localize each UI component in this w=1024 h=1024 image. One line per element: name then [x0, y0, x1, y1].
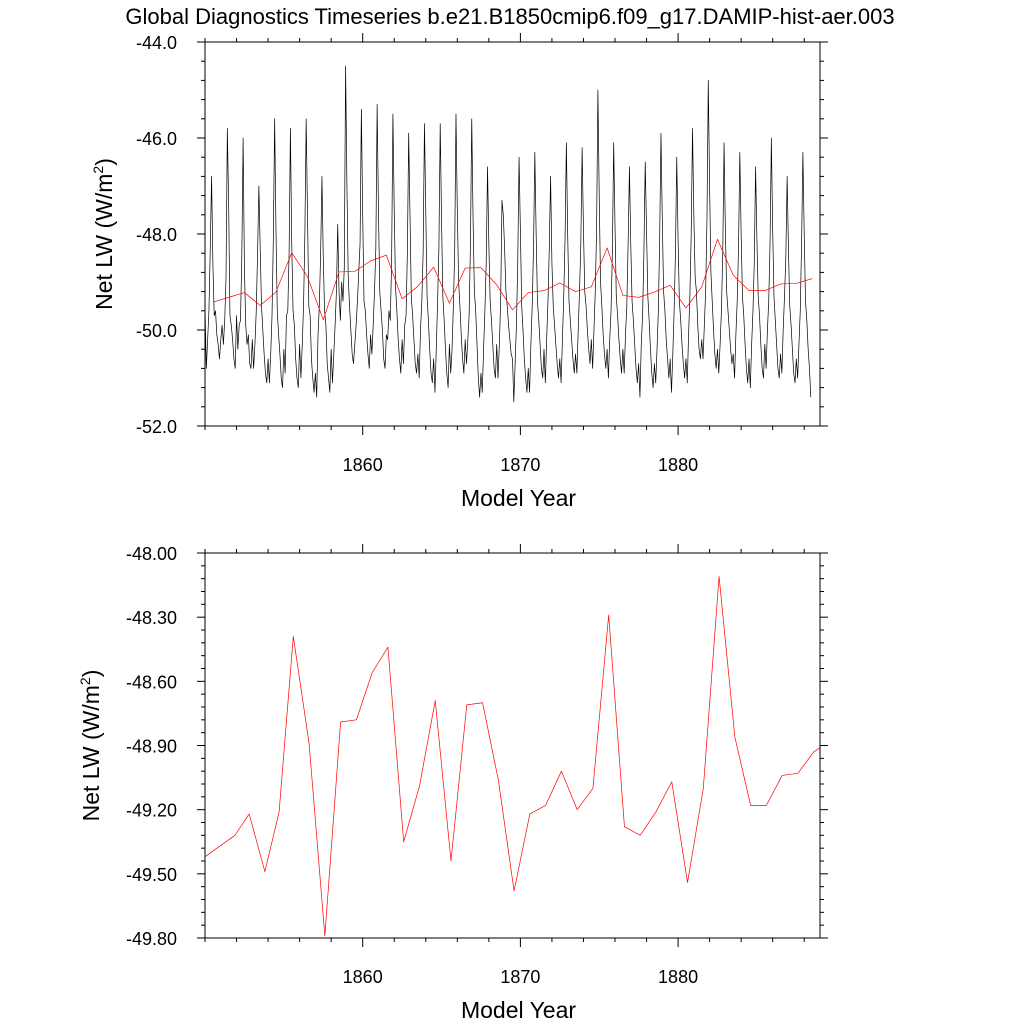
- y-tick-label: -49.80: [126, 929, 177, 949]
- panel-top: -52.0 -50.0 -48.0 -46.0 -44.0 1860 1870 1880 Mod…: [90, 33, 828, 511]
- y-tick-label: -52.0: [136, 417, 177, 437]
- x-tick-label: 1880: [658, 967, 698, 987]
- y-tick-label: -48.30: [126, 608, 177, 628]
- y-tick-label: -49.20: [126, 801, 177, 821]
- series-line-annual: [205, 576, 820, 937]
- x-axis-label: Model Year: [461, 485, 576, 511]
- y-tick-label: -48.60: [126, 672, 177, 692]
- x-tick-label: 1860: [343, 967, 383, 987]
- y-tick-label: -44.0: [136, 33, 177, 53]
- series-line-annual: [212, 238, 813, 321]
- y-tick-label: -50.0: [136, 321, 177, 341]
- x-axis-label: Model Year: [461, 997, 576, 1023]
- x-tick-label: 1880: [658, 455, 698, 475]
- y-tick-label: -48.00: [126, 544, 177, 564]
- y-tick-label: -46.0: [136, 129, 177, 149]
- figure-title: Global Diagnostics Timeseries b.e21.B185…: [125, 4, 894, 29]
- x-tick-label: 1870: [500, 967, 540, 987]
- y-tick-label: -48.0: [136, 225, 177, 245]
- panel-bottom: -49.80 -49.50 -49.20 -48.90 -48.60 -48.30 -48.…: [77, 544, 828, 1023]
- y-axis-label: Net LW (W/m2): [90, 158, 117, 310]
- x-tick-label: 1870: [500, 455, 540, 475]
- y-tick-label: -48.90: [126, 737, 177, 757]
- y-tick-label: -49.50: [126, 865, 177, 885]
- y-axis-label: Net LW (W/m2): [77, 670, 104, 822]
- x-tick-label: 1860: [343, 455, 383, 475]
- series-line-monthly: [205, 65, 812, 403]
